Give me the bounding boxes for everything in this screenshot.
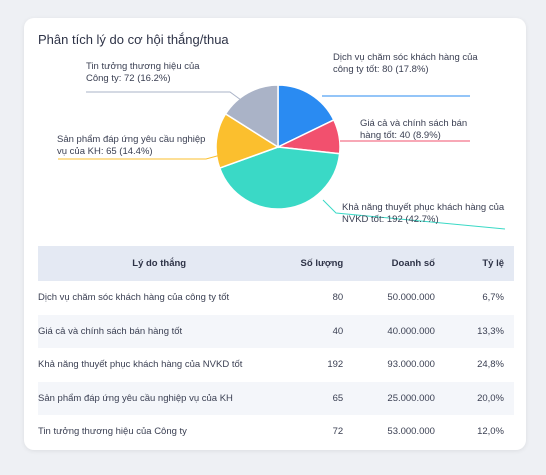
pie-leader-line-2 [322, 199, 506, 230]
row-ratio: 20,0% [448, 381, 514, 415]
header-ratio: Tỷ lệ [448, 246, 514, 281]
pie-label-3: Sản phẩm đáp ứng yêu cầu nghiệp vụ của K… [57, 134, 206, 157]
row-reason: Tin tưởng thương hiệu của Công ty [38, 426, 187, 438]
row-quantity: 40 [281, 314, 352, 348]
pie-label-2: Khả năng thuyết phục khách hàng của NVKD… [342, 202, 505, 225]
pie-slice-3 [215, 112, 280, 170]
row-reason: Sản phẩm đáp ứng yêu cầu nghiệp vụ của K… [38, 381, 282, 415]
row-revenue: 25.000.000 [351, 381, 449, 415]
row-revenue: 40.000.000 [351, 314, 449, 348]
pie-leader-line-3 [58, 152, 229, 160]
table-row: Tin tưởng thương hiệu của Công ty 72 53.… [38, 415, 514, 449]
row-ratio: 13,3% [448, 314, 514, 348]
row-ratio: 6,7% [482, 292, 504, 304]
pie-leader-line-4 [86, 91, 242, 101]
row-reason: Giá cả và chính sách bán hàng tốt [38, 314, 282, 348]
reasons-table: Lý do thắng Số lượng Doanh số Tỷ lệ Dịch… [38, 246, 514, 449]
table-header-row: Lý do thắng Số lượng Doanh số Tỷ lệ [38, 246, 514, 281]
pie-label-4: Tin tưởng thương hiệu của Công ty: 72 (1… [86, 61, 200, 84]
row-quantity: 80 [332, 292, 344, 304]
row-quantity: 72 [332, 426, 344, 438]
pie-slice-4 [224, 84, 279, 149]
row-ratio: 24,8% [477, 359, 504, 371]
row-reason: Khả năng thuyết phục khách hàng của NVKD… [38, 359, 243, 371]
pie-label-0: Dịch vụ chăm sóc khách hàng của công ty … [333, 52, 478, 75]
row-revenue: 53.000.000 [387, 426, 435, 438]
table-row: Giá cả và chính sách bán hàng tốt 40 40.… [38, 314, 514, 348]
table-row: Sản phẩm đáp ứng yêu cầu nghiệp vụ của K… [38, 381, 514, 415]
pie-label-1: Giá cả và chính sách bán hàng tốt: 40 (8… [360, 118, 468, 141]
row-quantity: 192 [327, 359, 344, 371]
header-revenue: Doanh số [351, 246, 449, 281]
header-quantity: Số lượng [281, 246, 352, 281]
chart-title: Phân tích lý do cơ hội thắng/thua [38, 32, 229, 47]
row-ratio: 12,0% [477, 426, 504, 438]
table-row: Dịch vụ chăm sóc khách hàng của công ty … [38, 281, 514, 315]
row-revenue: 50.000.000 [387, 292, 435, 304]
pie-slice-0 [277, 84, 335, 149]
header-reason: Lý do thắng [38, 246, 282, 281]
row-reason: Dịch vụ chăm sóc khách hàng của công ty … [38, 292, 230, 304]
row-revenue: 93.000.000 [387, 359, 435, 371]
table-row: Khả năng thuyết phục khách hàng của NVKD… [38, 348, 514, 382]
pie-slice-2 [218, 146, 341, 210]
row-quantity: 65 [281, 381, 352, 415]
